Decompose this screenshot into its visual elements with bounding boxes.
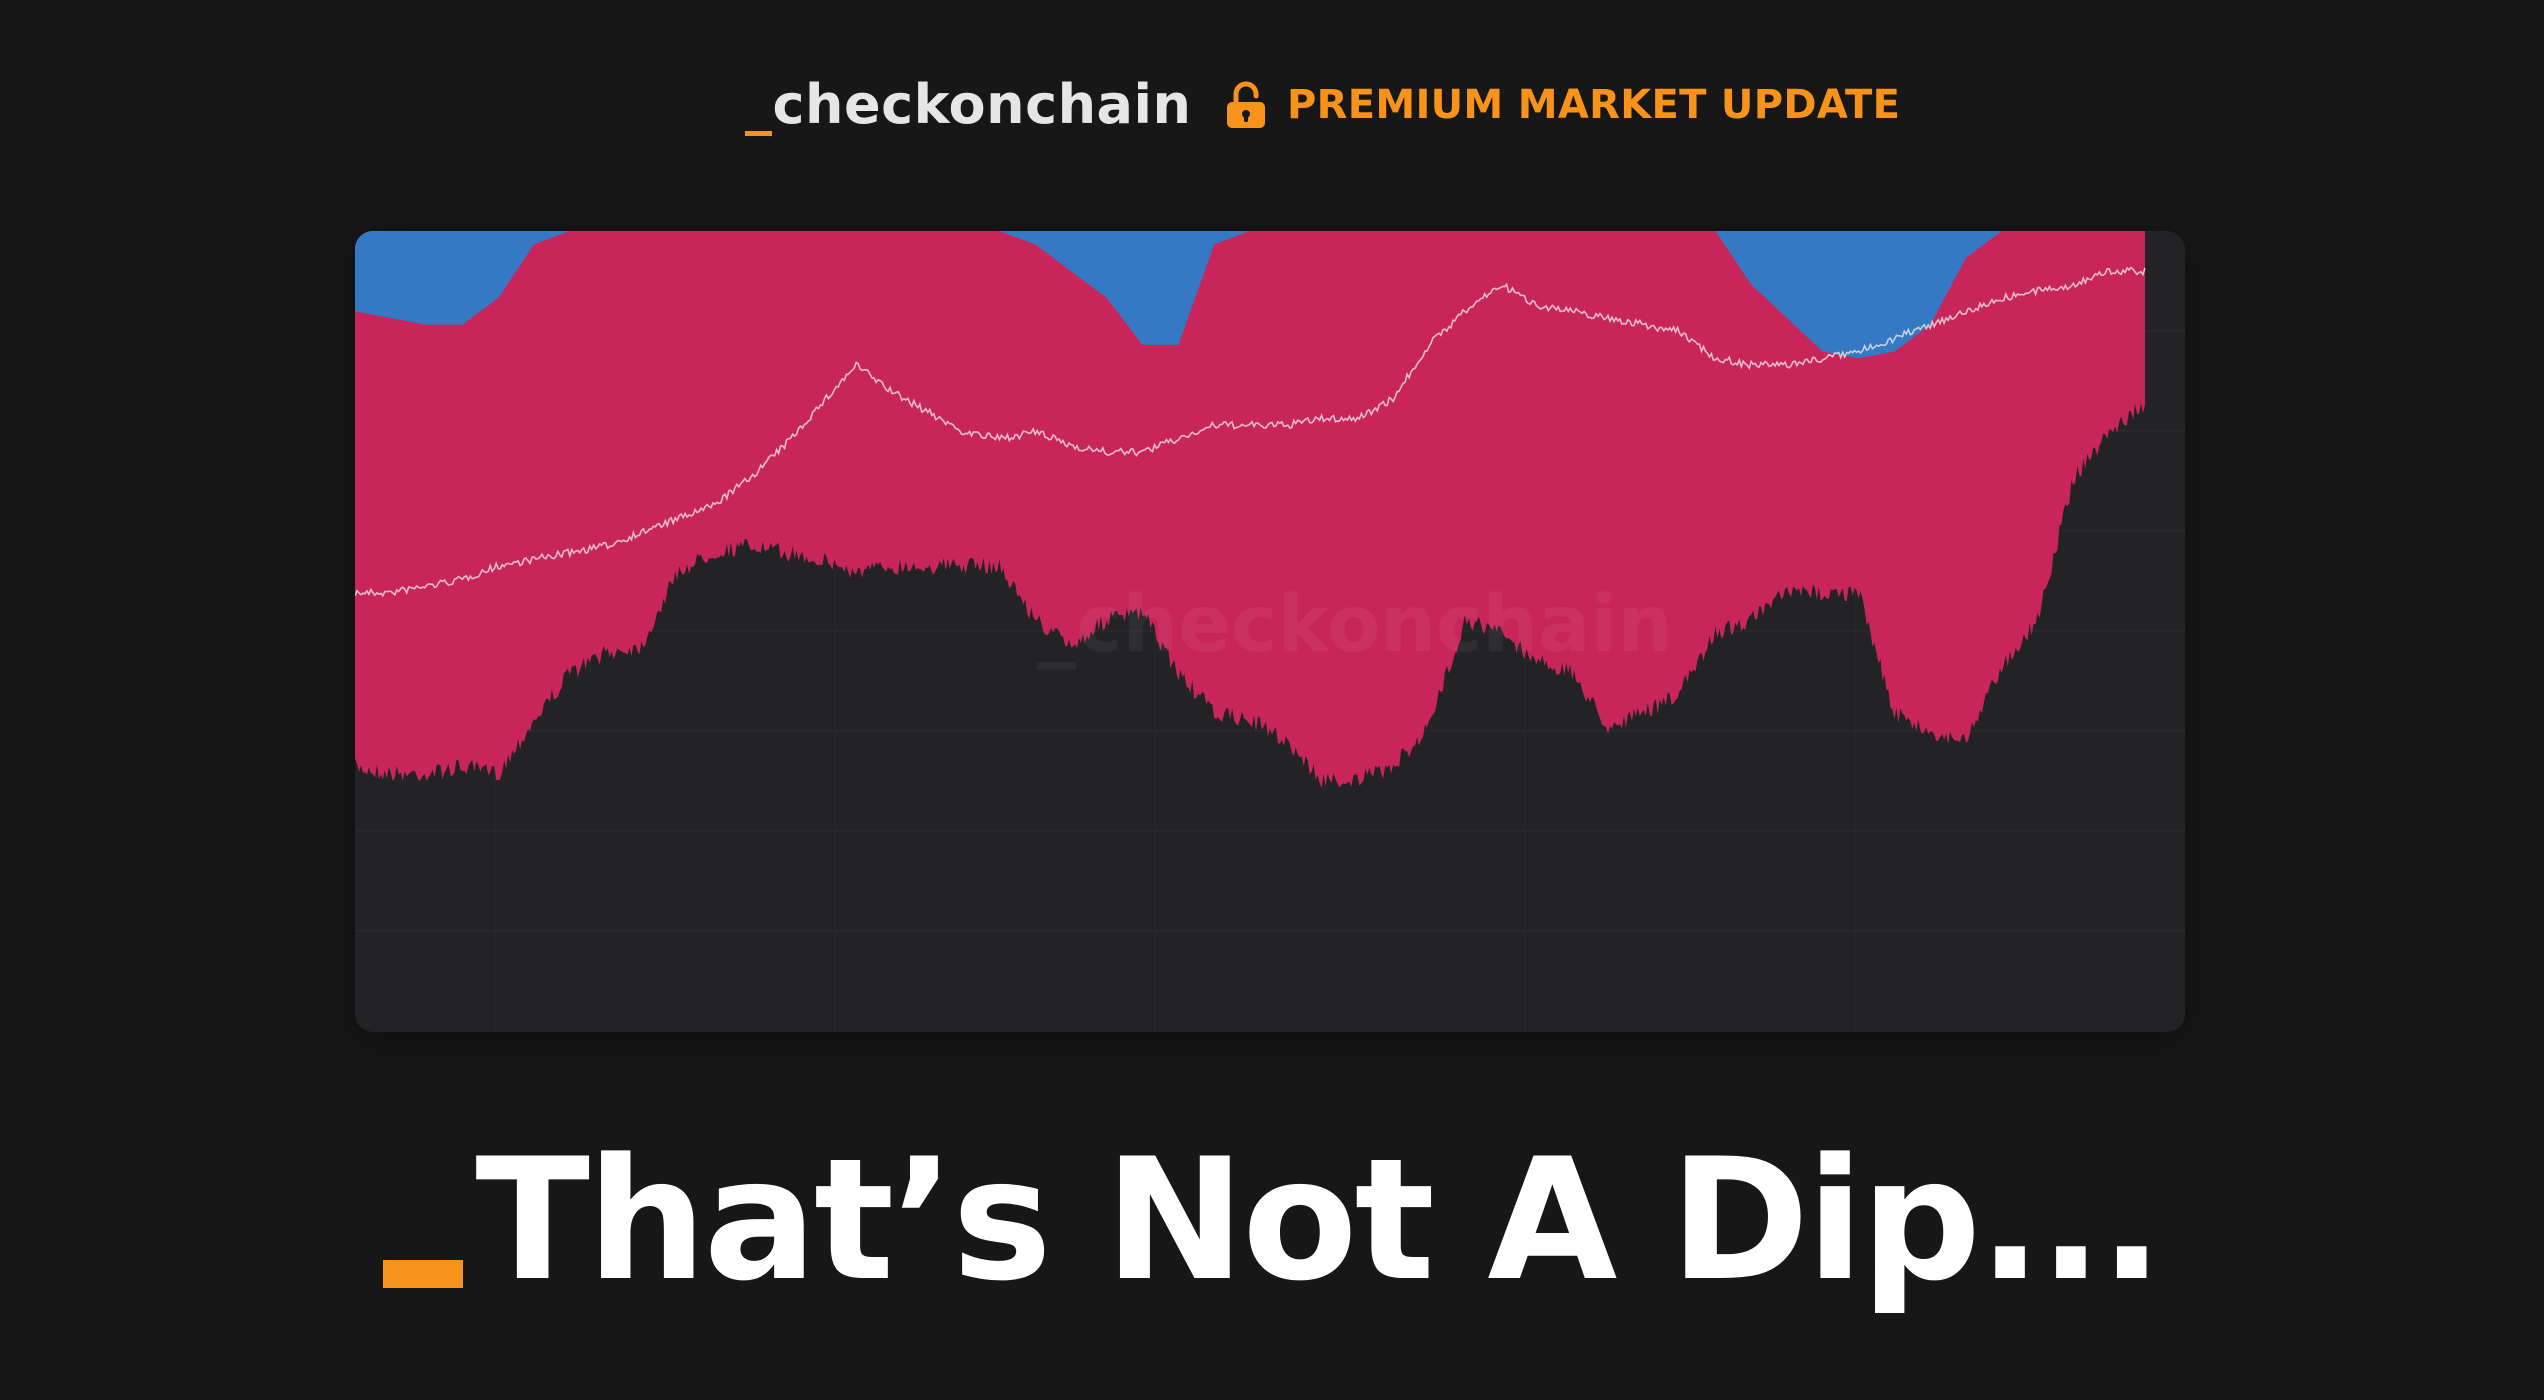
chart-watermark: _checkonchain [1037, 580, 1672, 670]
brand-logo[interactable]: _checkonchain [745, 60, 1191, 150]
headline-text: That’s Not A Dip... [475, 1122, 2163, 1318]
headline: That’s Not A Dip... [0, 1110, 2544, 1330]
accent-underscore-bar [383, 1260, 464, 1288]
premium-badge-label: PREMIUM MARKET UPDATE [1287, 82, 1901, 128]
brand-underscore: _ [745, 73, 773, 136]
chart-card: _checkonchain [355, 231, 2185, 1032]
price-line [355, 266, 2146, 598]
premium-badge: PREMIUM MARKET UPDATE [1225, 60, 1900, 150]
chart: _checkonchain [355, 231, 2185, 1032]
pink-band-area [355, 231, 2145, 789]
brand-name: checkonchain [772, 73, 1192, 136]
blue-band-area [355, 231, 2145, 359]
unlocked-padlock-icon [1225, 81, 1267, 129]
header: _checkonchain PREMIUM MARKET UPDATE [0, 60, 2544, 150]
